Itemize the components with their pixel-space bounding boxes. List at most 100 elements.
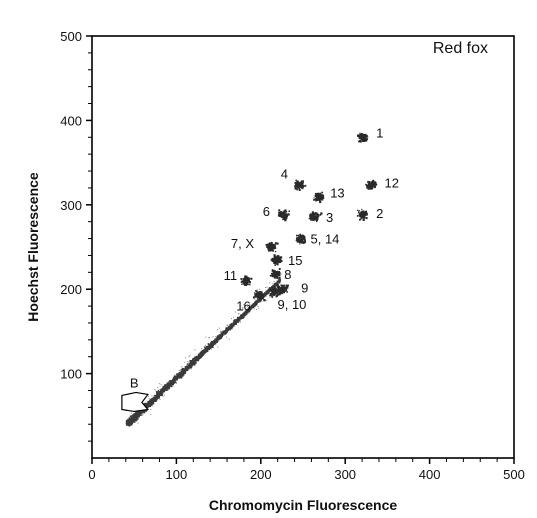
band-point — [235, 319, 237, 321]
cluster-point — [286, 214, 288, 216]
band-point — [169, 380, 170, 382]
band-point — [153, 398, 156, 400]
band-point — [201, 348, 203, 350]
cluster-point — [294, 185, 297, 188]
band-point — [188, 367, 191, 369]
cluster-point — [362, 136, 365, 138]
cluster-point — [287, 284, 289, 287]
cluster-point — [317, 192, 319, 194]
band-point — [187, 369, 189, 371]
cluster-point — [276, 290, 278, 292]
band-point — [161, 387, 164, 390]
band-point — [223, 334, 225, 336]
band-point — [128, 425, 130, 427]
cluster-point — [304, 184, 307, 187]
band-point — [187, 362, 189, 364]
cluster-point — [359, 133, 362, 136]
cluster-point — [365, 184, 367, 186]
cluster-point — [371, 186, 374, 188]
cluster-point — [297, 238, 299, 240]
band-point — [163, 390, 165, 391]
band-point — [190, 368, 192, 370]
band-point — [221, 331, 223, 333]
cluster-point — [261, 296, 263, 298]
band-point — [241, 314, 243, 316]
y-tick-label: 300 — [60, 198, 82, 213]
band-point — [148, 404, 151, 407]
cluster-point — [296, 180, 298, 183]
band-point — [174, 376, 177, 378]
cluster-12: 12 — [365, 176, 399, 191]
band-point — [233, 321, 235, 323]
band-point — [156, 398, 158, 401]
band-point — [164, 384, 166, 386]
cluster-point — [279, 289, 282, 291]
band-point — [205, 347, 208, 350]
band-point — [126, 419, 129, 422]
band-point — [196, 357, 199, 360]
cluster-point — [359, 215, 362, 217]
band-point — [190, 366, 192, 369]
cluster-point — [270, 272, 273, 275]
band-point — [129, 418, 131, 420]
band-point — [176, 376, 179, 379]
cluster-point — [316, 220, 318, 223]
cluster-point — [269, 293, 272, 295]
cluster-label: 11 — [224, 268, 238, 283]
cluster-point — [364, 134, 366, 136]
cluster-point — [313, 213, 315, 215]
band-point — [221, 332, 223, 334]
band-point — [232, 322, 235, 324]
cluster-point — [274, 250, 277, 253]
cluster-point — [285, 210, 288, 213]
band-point — [167, 383, 170, 387]
cluster-point — [274, 270, 276, 273]
cluster-point — [241, 283, 243, 285]
band-point — [142, 410, 146, 414]
cluster-point — [365, 211, 367, 213]
cluster-point — [275, 296, 277, 298]
cluster-point — [319, 192, 322, 195]
band-point — [131, 419, 133, 422]
cluster-point — [274, 290, 276, 292]
cluster-4: 4 — [281, 167, 307, 191]
cluster-point — [269, 289, 271, 291]
band-point — [161, 391, 164, 394]
band-point — [225, 328, 227, 330]
cluster-point — [367, 187, 370, 190]
band-point — [184, 368, 187, 371]
plot-layer: 1 122 4 13 6 3 7, X 5, 14 15 11 89 16 9, 10 B — [121, 125, 399, 427]
band-point — [208, 348, 210, 351]
cluster-point — [273, 294, 275, 296]
band-point — [242, 308, 244, 310]
cluster-point — [274, 257, 277, 260]
cluster-point — [364, 139, 368, 142]
band-point — [161, 388, 163, 390]
cluster-point — [281, 260, 283, 262]
band-point — [185, 368, 187, 370]
band-point — [240, 315, 242, 318]
cluster-point — [277, 291, 280, 293]
band-point — [151, 405, 153, 407]
band-point — [190, 361, 192, 363]
band-point — [150, 398, 153, 400]
cluster-point — [315, 198, 317, 200]
cluster-point — [241, 280, 244, 283]
cluster-point — [365, 138, 368, 141]
cluster-point — [364, 138, 366, 140]
band-point — [179, 372, 182, 375]
cluster-point — [312, 216, 315, 219]
cluster-point — [366, 213, 368, 216]
band-point — [157, 387, 159, 389]
cluster-point — [300, 241, 303, 243]
cluster-point — [273, 261, 277, 265]
band-point — [211, 344, 212, 346]
cluster-point — [276, 288, 279, 291]
cluster-label: 12 — [385, 176, 399, 191]
band-point — [200, 357, 202, 359]
band-point — [132, 414, 134, 416]
band-point — [140, 411, 143, 414]
band-point — [193, 363, 196, 366]
band-point — [246, 309, 248, 311]
cluster-point — [365, 212, 368, 214]
